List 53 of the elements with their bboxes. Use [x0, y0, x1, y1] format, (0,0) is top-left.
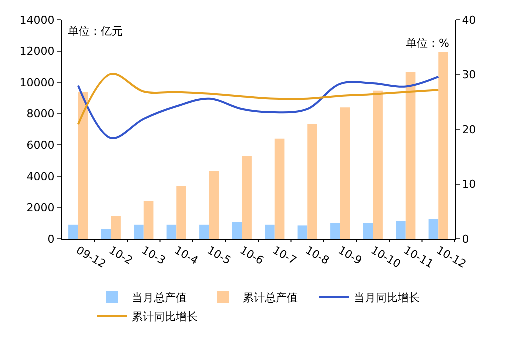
y2-tick-label: 20	[462, 123, 476, 136]
y2-tick-label: 0	[462, 232, 470, 246]
bar	[176, 186, 186, 239]
bar	[111, 216, 121, 239]
line-series	[77, 73, 440, 126]
bar	[134, 224, 144, 239]
annotation: 单位：%	[406, 37, 450, 50]
y-tick-label: 12000	[20, 45, 55, 58]
bar	[101, 228, 112, 239]
bar	[232, 222, 242, 239]
bar	[396, 221, 406, 239]
y2-tick-label: 30	[462, 68, 476, 82]
x-tick-label: 10-6	[238, 244, 266, 268]
bar	[330, 223, 340, 239]
bar	[298, 226, 308, 239]
bar	[209, 170, 220, 239]
y2-tick-label: 10	[462, 178, 476, 192]
y-tick-label: 4000	[26, 170, 55, 184]
bar	[144, 201, 154, 239]
x-tick-label: 10-8	[303, 244, 332, 268]
bar	[406, 72, 416, 239]
x-tick-label: 10-9	[336, 244, 364, 268]
x-tick-label: 10-2	[106, 244, 136, 268]
line-series	[77, 76, 440, 140]
legend-label: 累计总产值	[243, 292, 298, 305]
bar	[438, 52, 448, 239]
bar	[373, 90, 383, 239]
y2-tick-label: 40	[462, 14, 476, 27]
bar	[308, 124, 318, 239]
bar	[363, 223, 374, 239]
bar	[166, 224, 177, 239]
legend-label: 当月总产值	[132, 292, 187, 305]
y-tick-label: 6000	[26, 138, 55, 152]
y-tick-label: 2000	[26, 202, 55, 215]
x-tick-label: 10-4	[172, 244, 201, 268]
y-tick-label: 8000	[26, 108, 55, 121]
bar	[242, 156, 252, 239]
y-tick-label: 0	[48, 232, 55, 246]
legend-label: 累计同比增长	[132, 310, 198, 324]
x-tick-label: 10-5	[205, 244, 234, 268]
bar	[340, 108, 350, 239]
bar	[68, 224, 78, 239]
bar	[428, 219, 439, 239]
annotation: 单位：亿元	[68, 25, 123, 38]
bar	[78, 92, 88, 239]
x-tick-label: 10-3	[140, 244, 168, 268]
bar	[265, 224, 275, 239]
y-tick-label: 10000	[20, 76, 55, 90]
legend-label: 当月同比增长	[354, 292, 420, 305]
bar	[200, 224, 210, 239]
x-tick-label: 10-7	[270, 244, 299, 268]
y-tick-label: 14000	[20, 14, 55, 27]
bar	[274, 138, 285, 239]
